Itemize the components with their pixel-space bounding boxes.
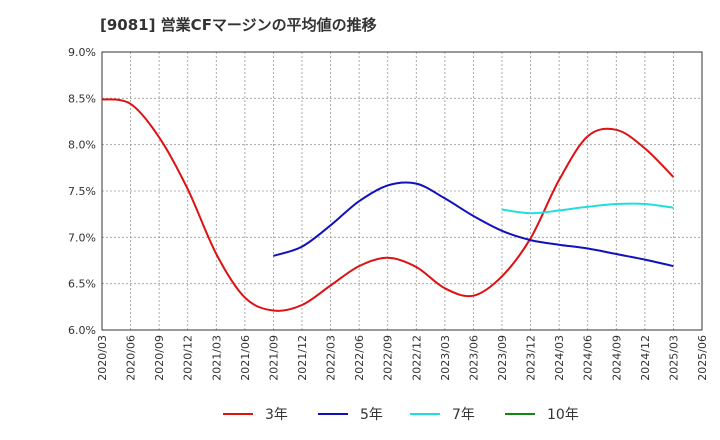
x-tick-label: 2022/06 xyxy=(353,335,366,381)
x-tick-label: 2022/03 xyxy=(325,335,338,381)
x-tick-label: 2021/03 xyxy=(210,335,223,381)
y-tick-label: 6.0% xyxy=(68,324,96,337)
x-tick-label: 2021/12 xyxy=(296,335,309,381)
y-tick-label: 7.5% xyxy=(68,185,96,198)
chart-title: [9081] 営業CFマージンの平均値の推移 xyxy=(100,16,377,34)
x-tick-label: 2021/09 xyxy=(267,335,280,381)
legend-label-2: 7年 xyxy=(452,407,475,423)
series-line-1 xyxy=(273,181,674,268)
plot-area-frame xyxy=(101,51,703,331)
legend: 3年 5年 7年 10年 xyxy=(223,407,579,423)
x-tick-label: 2024/06 xyxy=(582,335,595,381)
x-tick-label: 2024/03 xyxy=(553,335,566,381)
x-tick-label: 2024/12 xyxy=(639,335,652,381)
x-tick-label: 2022/12 xyxy=(410,335,423,381)
x-tick-label: 2025/06 xyxy=(696,335,709,381)
x-tick-label: 2023/12 xyxy=(525,335,538,381)
x-tick-label: 2023/06 xyxy=(467,335,480,381)
x-tick-label: 2020/03 xyxy=(96,335,109,381)
y-tick-label: 6.5% xyxy=(68,278,96,291)
y-axis-ticks: 6.0% 6.5% 7.0% 7.5% 8.0% 8.5% 9.0% xyxy=(68,46,96,337)
series-line-2 xyxy=(501,202,674,215)
x-tick-label: 2021/06 xyxy=(239,335,252,381)
legend-label-0: 3年 xyxy=(265,407,288,423)
legend-label-1: 5年 xyxy=(360,407,383,423)
x-tick-label: 2023/03 xyxy=(439,335,452,381)
x-axis-ticks: 2020/03 2020/06 2020/09 2020/12 2021/03 2021/… xyxy=(96,335,709,381)
series-line-0 xyxy=(101,98,675,312)
series-lines xyxy=(101,98,675,312)
legend-label-3: 10年 xyxy=(547,407,579,423)
x-tick-label: 2025/03 xyxy=(667,335,680,381)
y-tick-label: 9.0% xyxy=(68,46,96,59)
y-tick-label: 7.0% xyxy=(68,231,96,244)
gridlines xyxy=(101,51,703,331)
y-tick-label: 8.5% xyxy=(68,92,96,105)
x-tick-label: 2023/09 xyxy=(496,335,509,381)
x-tick-label: 2024/09 xyxy=(610,335,623,381)
x-tick-label: 2022/09 xyxy=(382,335,395,381)
x-tick-label: 2020/12 xyxy=(182,335,195,381)
x-tick-label: 2020/06 xyxy=(125,335,138,381)
y-tick-label: 8.0% xyxy=(68,139,96,152)
x-tick-label: 2020/09 xyxy=(153,335,166,381)
